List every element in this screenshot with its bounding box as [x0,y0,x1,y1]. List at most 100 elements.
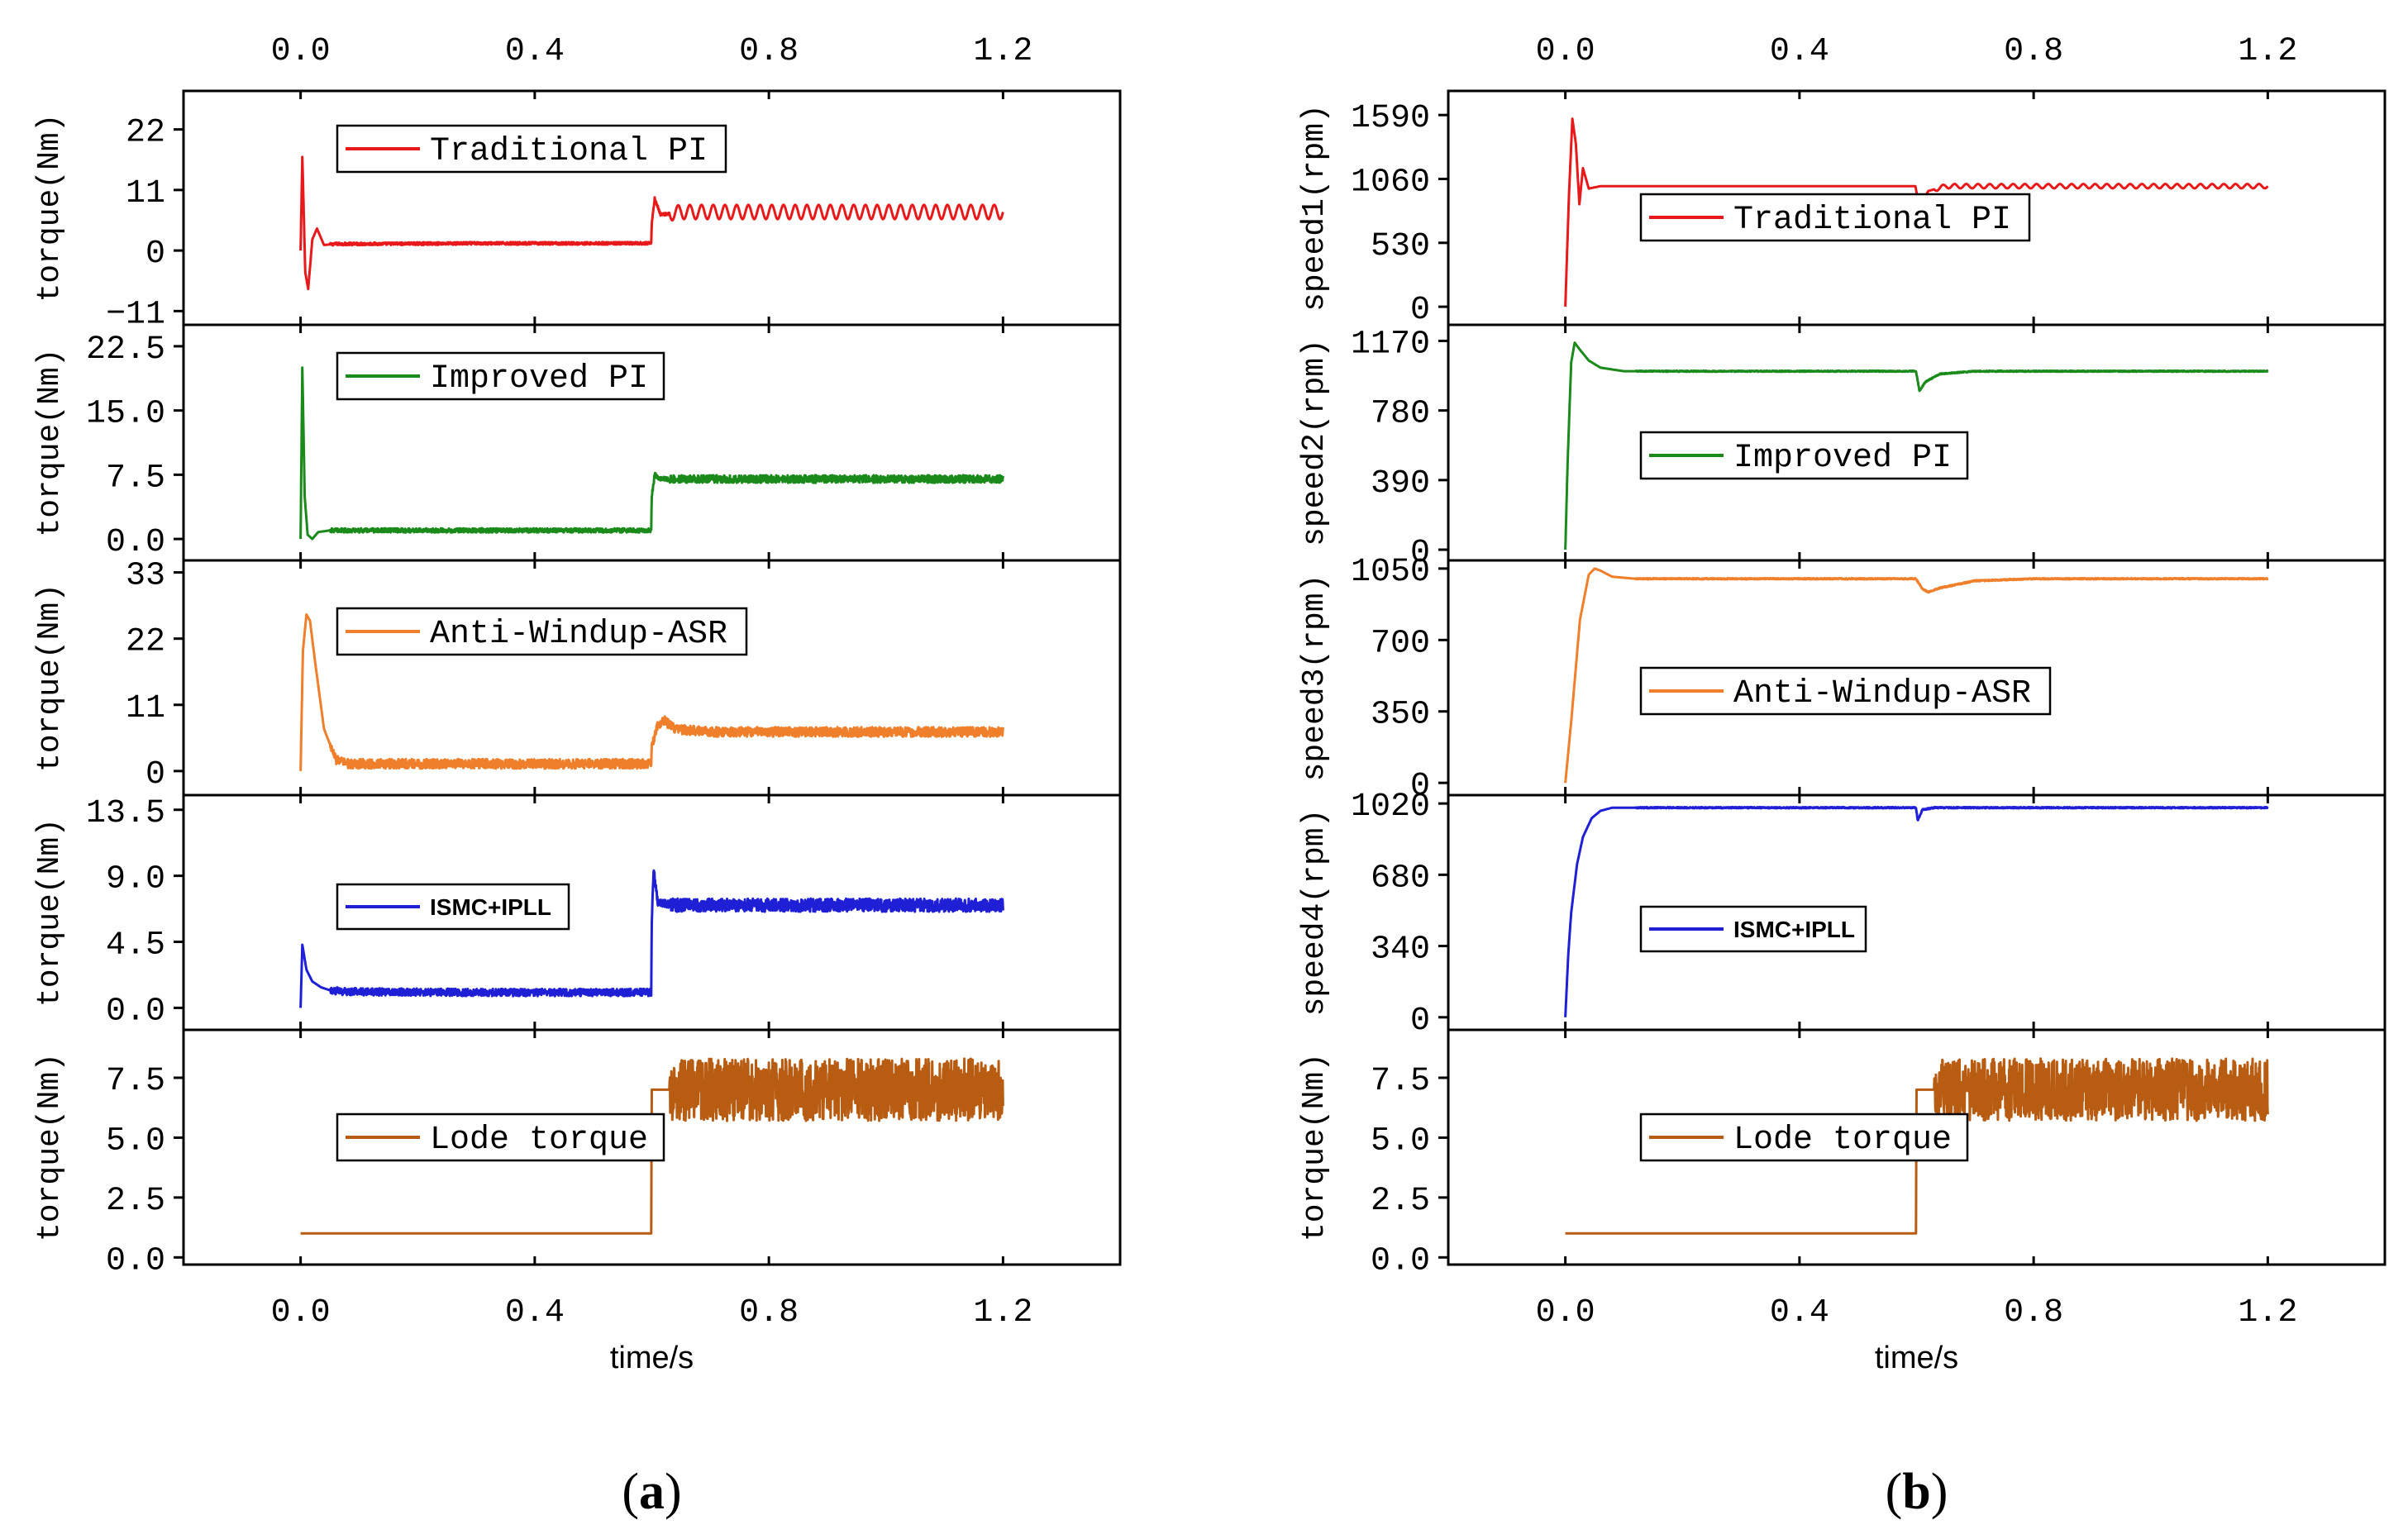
x-tick-label-bottom: 0.4 [505,1294,565,1332]
y-tick-label: 13.5 [86,795,165,832]
y-tick-label: 780 [1371,396,1430,433]
y-tick-label: 0 [1410,292,1430,329]
y-tick-label: 5.0 [106,1122,165,1160]
x-tick-label-bottom: 0.0 [1536,1294,1595,1332]
subplot-5: 7.5 5.0 2.5 0.0 torque(Nm) Lode torque [1297,1028,2387,1279]
subplot-4: 1020 680 340 0 speed4(rpm) ISMC+IPLL [1297,789,2387,1040]
y-axis-label: speed1(rpm) [1297,104,1333,312]
x-tick-label-top: 1.2 [2238,33,2297,70]
caption-letter: b [1902,1464,1930,1520]
subplot-2: 1170 780 390 0 speed2(rpm) Improved PI [1297,323,2387,572]
axes-frame [182,1028,1122,1266]
legend-box [336,1113,665,1162]
x-tick-label-bottom: 0.8 [2004,1294,2063,1332]
y-tick-label: 1020 [1351,789,1430,826]
subplot-1: 22 11 0 −11 torque(Nm) Traditional PI [32,89,1122,333]
panel-b: 0.0 0.0 0.4 0.4 0.8 0.8 1.2 1.2 1590 1060 530 0 spee… [1297,33,2387,1520]
y-tick-label: 0 [145,756,165,793]
caption-open-paren: ( [622,1464,639,1520]
subplot-4: 13.5 9.0 4.5 0.0 torque(Nm) ISMC+IPLL [32,793,1122,1032]
y-tick-label: 22 [126,115,165,152]
series-line [299,1057,1004,1235]
legend-label: Traditional PI [430,133,708,170]
y-tick-label: 530 [1371,228,1430,265]
y-tick-label: 2.5 [106,1183,165,1220]
x-tick-label-bottom: 0.4 [1770,1294,1829,1332]
y-tick-label: −11 [106,296,165,333]
x-tick-label-top: 1.2 [973,33,1032,70]
legend-label: Traditional PI [1733,202,2011,239]
x-tick-label-top: 0.0 [1536,33,1595,70]
x-tick-label-bottom: 1.2 [973,1294,1032,1332]
y-tick-label: 11 [126,690,165,727]
subplot-3: 33 22 11 0 torque(Nm) Anti-Windup-ASR [32,558,1122,797]
y-tick-label: 7.5 [106,460,165,497]
x-tick-label-bottom: 0.0 [271,1294,331,1332]
y-tick-label: 33 [126,558,165,595]
legend-label: ISMC+IPLL [430,894,551,920]
y-tick-label: 1590 [1351,100,1430,137]
y-tick-label: 22 [126,624,165,661]
caption-letter: a [639,1464,665,1520]
y-tick-label: 22.5 [86,331,165,369]
subplot-3: 1050 700 350 0 speed3(rpm) Anti-Windup-ASR [1297,554,2387,805]
legend-label: Improved PI [430,360,648,398]
y-tick-label: 0.0 [106,1242,165,1279]
y-tick-label: 4.5 [106,927,165,965]
series-line [1564,341,2269,550]
series-line [1564,117,2269,307]
y-tick-label: 0.0 [106,524,165,561]
x-axis-label: time/s [1875,1341,1958,1375]
legend-label: Improved PI [1733,440,1952,477]
series-line [1564,567,2269,784]
y-tick-label: 0.0 [106,993,165,1030]
y-tick-label: 7.5 [106,1063,165,1100]
y-tick-label: 7.5 [1371,1063,1430,1100]
series-line [299,613,1004,771]
y-tick-label: 700 [1371,625,1430,662]
y-axis-label: speed3(rpm) [1297,574,1333,782]
series-line [1564,1057,2269,1235]
legend-label: ISMC+IPLL [1733,917,1855,942]
y-axis-label: torque(Nm) [32,113,68,302]
x-axis-label: time/s [610,1341,694,1375]
legend-label: Lode torque [430,1122,648,1159]
y-tick-label: 350 [1371,697,1430,734]
series-line [299,366,1004,541]
y-tick-label: 5.0 [1371,1122,1430,1160]
y-axis-label: speed2(rpm) [1297,339,1333,546]
caption-open-paren: ( [1886,1464,1903,1520]
y-tick-label: 0 [145,236,165,273]
subplot-1: 1590 1060 530 0 speed1(rpm) Traditional PI [1297,89,2387,329]
y-tick-label: 680 [1371,860,1430,897]
series-line [299,869,1004,1008]
panel-a: 0.0 0.0 0.4 0.4 0.8 0.8 1.2 1.2 22 11 0 −11 torque(N… [32,33,1122,1520]
axes-frame [1447,793,2387,1032]
legend-label: Anti-Windup-ASR [1733,675,2031,712]
y-tick-label: 15.0 [86,396,165,433]
y-axis-label: speed4(rpm) [1297,809,1333,1017]
x-tick-label-bottom: 0.8 [739,1294,799,1332]
y-tick-label: 0.0 [1371,1242,1430,1279]
y-tick-label: 9.0 [106,861,165,898]
y-tick-label: 1050 [1351,554,1430,591]
y-tick-label: 0 [1410,768,1430,805]
y-axis-label: torque(Nm) [1297,1053,1333,1241]
legend-label: Anti-Windup-ASR [430,616,727,653]
y-axis-label: torque(Nm) [32,348,68,536]
y-axis-label: torque(Nm) [32,818,68,1007]
y-tick-label: 0 [1410,535,1430,572]
subplot-2: 22.5 15.0 7.5 0.0 torque(Nm) Improved PI [32,323,1122,562]
x-tick-label-top: 0.8 [2004,33,2063,70]
series-line [1564,806,2269,1017]
x-tick-label-top: 0.4 [1770,33,1829,70]
y-tick-label: 0 [1410,1003,1430,1040]
x-tick-label-bottom: 1.2 [2238,1294,2297,1332]
x-tick-label-top: 0.4 [505,33,565,70]
y-tick-label: 1170 [1351,326,1430,363]
x-tick-label-top: 0.0 [271,33,331,70]
subplot-5: 7.5 5.0 2.5 0.0 torque(Nm) Lode torque [32,1028,1122,1279]
y-tick-label: 2.5 [1371,1183,1430,1220]
y-tick-label: 340 [1371,932,1430,969]
